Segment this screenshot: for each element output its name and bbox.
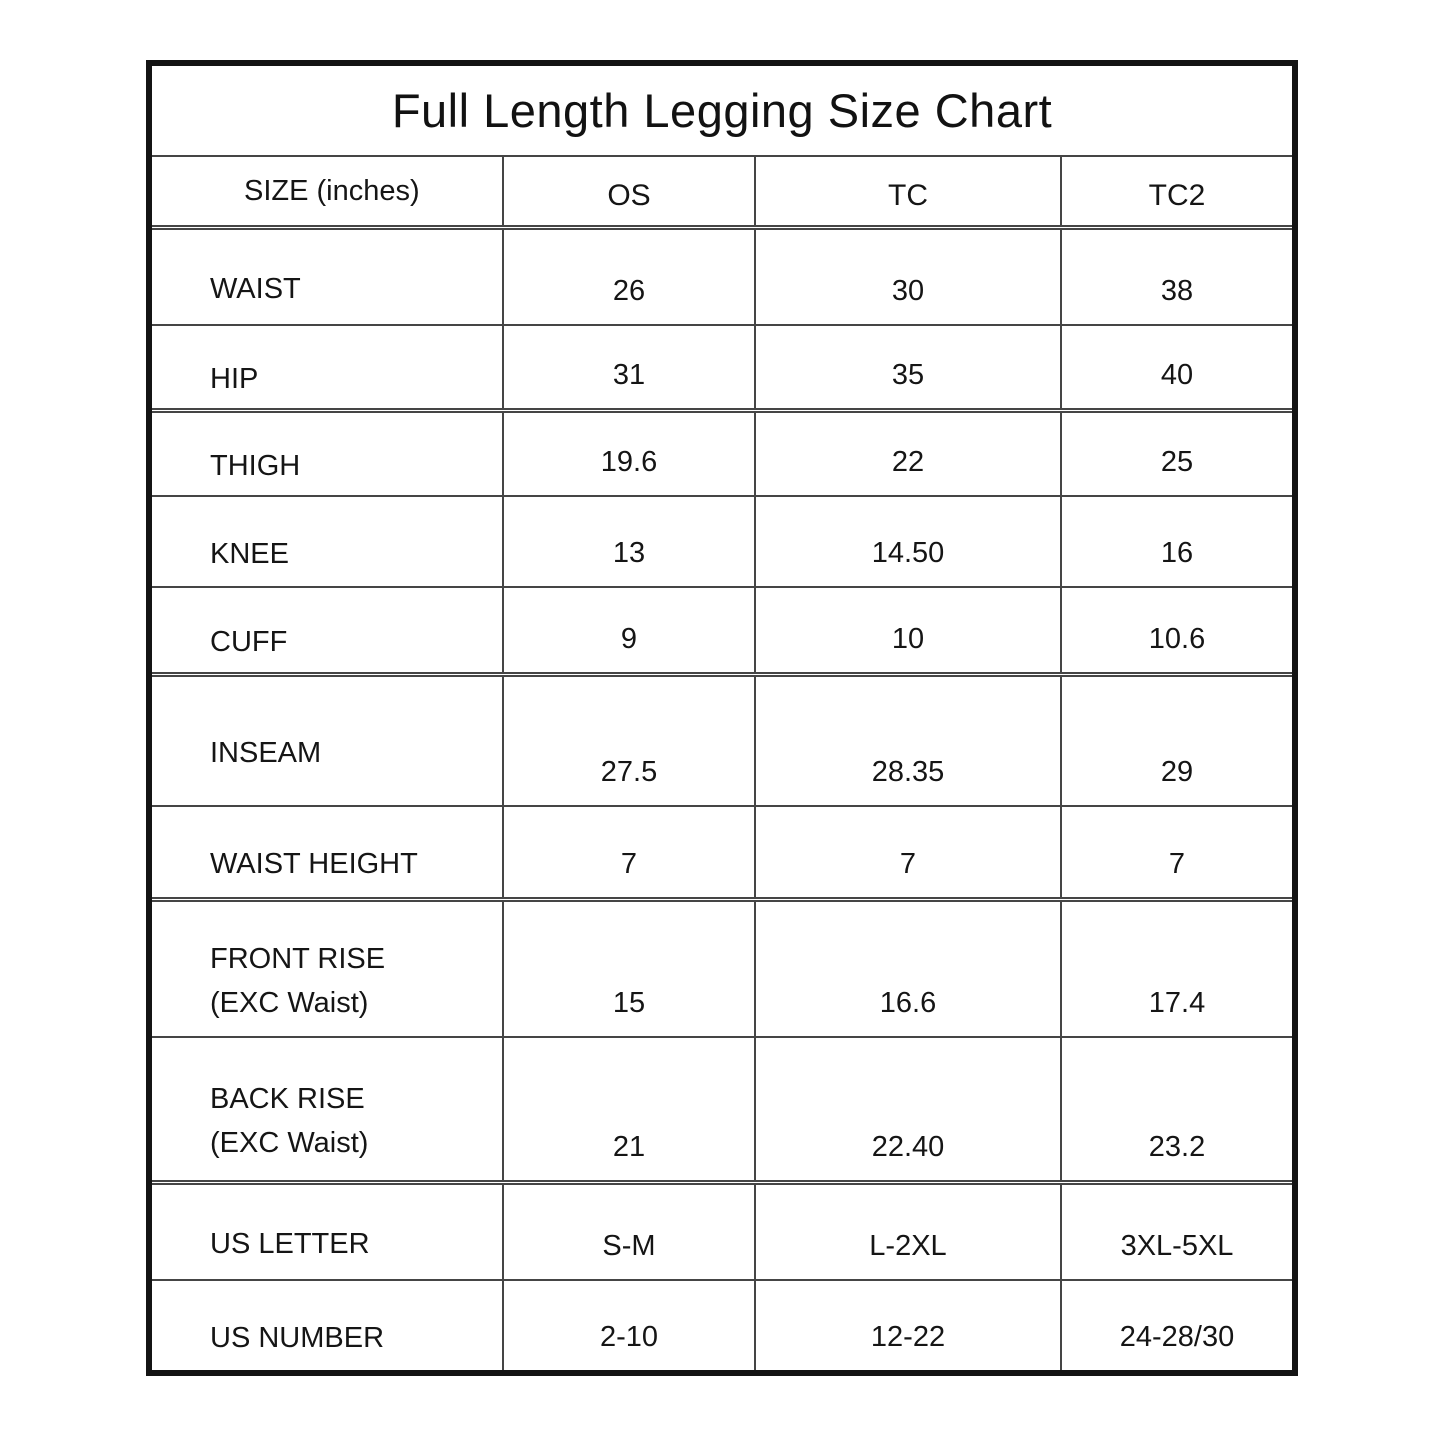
back-rise-label-line2: (EXC Waist) [210, 1127, 369, 1159]
column-header-os: OS [504, 157, 756, 225]
cell-thigh-os: 19.6 [504, 413, 756, 495]
cell-waist-tc: 30 [756, 230, 1062, 324]
row-label-cuff: CUFF [152, 588, 504, 672]
column-header-size: SIZE (inches) [152, 157, 504, 225]
table-row-thigh: THIGH 19.6 22 25 [152, 413, 1292, 497]
row-label-us-letter: US LETTER [152, 1185, 504, 1279]
cell-knee-tc: 14.50 [756, 497, 1062, 586]
cell-inseam-tc: 28.35 [756, 677, 1062, 805]
table-row-front-rise: FRONT RISE (EXC Waist) 15 16.6 17.4 [152, 902, 1292, 1038]
cell-us-letter-os: S-M [504, 1185, 756, 1279]
row-label-knee: KNEE [152, 497, 504, 586]
table-row-inseam: INSEAM 27.5 28.35 29 [152, 677, 1292, 807]
cell-front-rise-os: 15 [504, 902, 756, 1036]
cell-hip-tc2: 40 [1160, 359, 1194, 391]
cell-knee-tc2: 16 [1160, 537, 1194, 569]
row-label-thigh: THIGH [152, 413, 504, 495]
cell-cuff-tc2: 10.6 [1148, 623, 1206, 655]
row-label-front-rise: FRONT RISE (EXC Waist) [152, 902, 504, 1036]
cell-knee-os: 13 [504, 497, 756, 586]
table-row-us-number: US NUMBER 2-10 12-22 24-28/30 [152, 1281, 1292, 1370]
table-row-cuff: CUFF 9 10 10.6 [152, 588, 1292, 677]
cell-waist-os: 26 [504, 230, 756, 324]
back-rise-label-line1: BACK RISE [210, 1083, 365, 1115]
cell-hip-tc: 35 [756, 326, 1062, 408]
cell-us-letter-tc: L-2XL [756, 1185, 1062, 1279]
cell-cuff-os: 9 [504, 588, 756, 672]
chart-title-row: Full Length Legging Size Chart [152, 66, 1292, 157]
size-chart-table: Full Length Legging Size Chart SIZE (inc… [146, 60, 1298, 1376]
front-rise-label-line2: (EXC Waist) [210, 987, 369, 1019]
cell-inseam-os: 27.5 [504, 677, 756, 805]
row-label-us-number: US NUMBER [152, 1281, 504, 1370]
cell-us-number-tc: 12-22 [756, 1281, 1062, 1370]
table-row-us-letter: US LETTER S-M L-2XL 3XL-5XL [152, 1185, 1292, 1281]
cell-waist-height-tc2: 7 [1168, 848, 1186, 880]
column-header-tc: TC [756, 157, 1062, 225]
cell-thigh-tc2: 25 [1160, 446, 1194, 478]
cell-back-rise-os: 21 [504, 1038, 756, 1180]
table-row-waist: WAIST 26 30 38 [152, 230, 1292, 326]
row-label-waist-height: WAIST HEIGHT [152, 807, 504, 897]
table-row-knee: KNEE 13 14.50 16 [152, 497, 1292, 588]
cell-front-rise-tc: 16.6 [756, 902, 1062, 1036]
cell-us-number-os: 2-10 [504, 1281, 756, 1370]
cell-us-letter-tc2: 3XL-5XL [1120, 1230, 1234, 1262]
cell-thigh-tc: 22 [756, 413, 1062, 495]
row-label-back-rise: BACK RISE (EXC Waist) [152, 1038, 504, 1180]
table-row-waist-height: WAIST HEIGHT 7 7 7 [152, 807, 1292, 902]
table-row-back-rise: BACK RISE (EXC Waist) 21 22.40 23.2 [152, 1038, 1292, 1185]
table-header-row: SIZE (inches) OS TC TC2 [152, 157, 1292, 230]
cell-back-rise-tc2: 23.2 [1148, 1131, 1206, 1163]
row-label-hip: HIP [152, 326, 504, 408]
chart-title: Full Length Legging Size Chart [391, 84, 1053, 137]
cell-cuff-tc: 10 [756, 588, 1062, 672]
row-label-waist: WAIST [152, 230, 504, 324]
cell-inseam-tc2: 29 [1160, 756, 1194, 788]
cell-waist-height-os: 7 [504, 807, 756, 897]
cell-waist-tc2: 38 [1160, 275, 1194, 307]
front-rise-label-line1: FRONT RISE [210, 943, 386, 975]
cell-us-number-tc2: 24-28/30 [1119, 1321, 1235, 1353]
cell-back-rise-tc: 22.40 [756, 1038, 1062, 1180]
cell-waist-height-tc: 7 [756, 807, 1062, 897]
table-row-hip: HIP 31 35 40 [152, 326, 1292, 413]
column-header-tc2: TC2 [1148, 179, 1206, 212]
cell-front-rise-tc2: 17.4 [1148, 987, 1206, 1019]
row-label-inseam: INSEAM [152, 677, 504, 805]
cell-hip-os: 31 [504, 326, 756, 408]
